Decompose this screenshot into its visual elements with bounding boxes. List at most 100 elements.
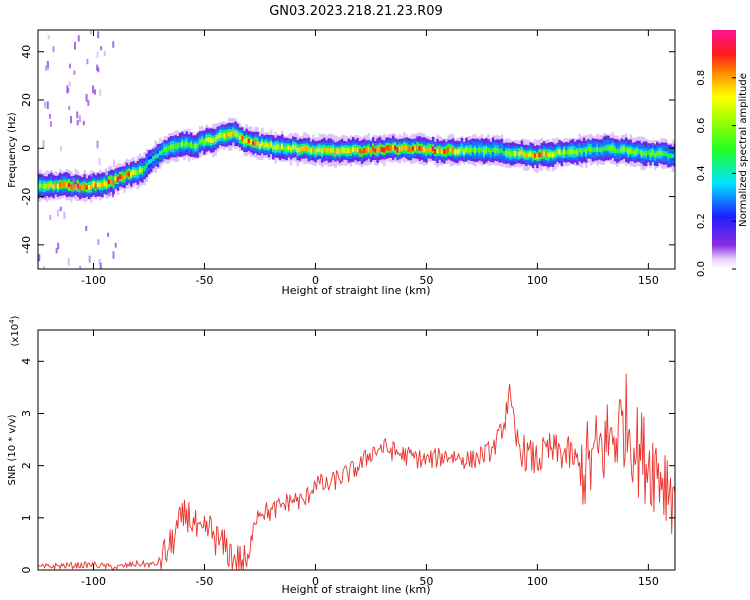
spectrogram-cell — [633, 150, 637, 155]
spectrogram-cell — [258, 143, 262, 148]
spectrogram-cell — [494, 147, 497, 154]
spectrogram-noise-cell — [96, 64, 99, 71]
colorbar-tick-label: 0.8 — [696, 70, 707, 86]
spectrogram-cell — [298, 147, 302, 152]
spectrogram-cell — [132, 169, 135, 175]
spectrogram-noise-cell — [96, 51, 99, 58]
spectrogram-cell — [465, 147, 468, 153]
snr-x-axis: -100 -50 0 50 100 150 — [81, 330, 659, 588]
spectrogram-cell — [451, 147, 455, 153]
spectrogram-cell — [87, 184, 91, 190]
snr-plot-area — [38, 373, 675, 570]
spectrogram-noise-cell — [55, 248, 58, 254]
colorbar-label: Normalized spectral amplitude — [738, 73, 749, 227]
spectrogram-cell — [274, 145, 277, 150]
spectrogram-noise-cell — [52, 46, 55, 53]
spectrogram-noise-cell — [47, 35, 50, 40]
spectrogram-cell — [287, 145, 291, 151]
spectrogram-cell — [125, 171, 129, 177]
spectrogram-noise-cell — [103, 50, 106, 57]
spectrogram-cell — [667, 153, 670, 159]
spectrogram-cell — [585, 149, 588, 154]
spectrogram-cell — [47, 183, 51, 189]
snr-x-axis-label: Height of straight line (km) — [281, 583, 430, 596]
spectrogram-cell — [387, 145, 391, 151]
spectrogram-cell — [278, 145, 282, 151]
spectrogram-cell — [616, 148, 619, 154]
spectrogram-cell — [192, 143, 195, 149]
spectrogram-cell — [378, 145, 382, 152]
spectrogram-cell — [305, 145, 308, 152]
spectrogram-cell — [511, 150, 515, 157]
spectrogram-cell — [507, 150, 510, 156]
spectrogram-cell — [640, 150, 644, 156]
spectrogram-cell — [442, 148, 446, 155]
spectrogram-noise-cell — [94, 89, 97, 95]
snr-panel: -100 -50 0 50 100 150 0 1 2 3 4 Height of straigh… — [7, 315, 676, 596]
spectrogram-cell — [636, 148, 639, 154]
spectrogram-cell — [110, 178, 113, 184]
spectrogram-cell — [427, 146, 431, 151]
spectrogram-cell — [551, 152, 555, 158]
spectrogram-cell — [138, 167, 142, 173]
spectrogram-cell — [403, 144, 406, 151]
spectrogram-noise-cell — [59, 206, 62, 212]
spectrogram-cell — [656, 151, 659, 157]
spectrogram-cell — [312, 147, 315, 153]
spectrogram-cell — [203, 139, 206, 145]
spectrogram-noise-cell — [63, 211, 66, 220]
spectrogram-cell — [245, 137, 249, 143]
spectrogram-cell — [613, 147, 617, 153]
spectrogram-cell — [394, 145, 397, 151]
colorbar-tick-label: 0.0 — [696, 261, 707, 277]
spectrogram-noise-cell — [56, 209, 59, 217]
spectrogram-cell — [267, 143, 271, 149]
spectrogram-cell — [367, 146, 371, 152]
spectrogram-cell — [325, 147, 328, 153]
spectrogram-cell — [283, 146, 286, 151]
spectrogram-cell — [227, 132, 231, 137]
spectrogram-cell — [272, 144, 275, 150]
spectrogram-cell — [527, 152, 530, 158]
spectrogram-cell — [482, 149, 486, 154]
spectrogram-noise-cell — [78, 115, 81, 123]
spectrogram-cell — [673, 153, 675, 158]
spectrogram-cell — [221, 132, 224, 138]
spectrogram-noise-cell — [49, 113, 52, 119]
spectrogram-cell — [569, 148, 573, 155]
spectrogram-cell — [78, 185, 82, 191]
spectrogram-y-axis: -40 -20 0 20 40 — [20, 45, 675, 254]
spectrogram-cell — [556, 150, 559, 155]
spectrogram-cell — [456, 149, 459, 155]
spectrogram-cell — [96, 182, 100, 188]
x-tick-label: 50 — [419, 274, 433, 287]
spectrogram-cell — [174, 143, 178, 149]
spectrogram-cell — [167, 145, 171, 152]
spectrogram-noise-cell — [114, 242, 117, 248]
spectrogram-cell — [114, 176, 118, 181]
spectrogram-noise-cell — [73, 70, 76, 75]
spectrogram-cell — [385, 145, 388, 151]
spectrogram-cell — [90, 184, 93, 190]
y-tick-label: 0 — [20, 567, 33, 574]
spectrogram-cell — [533, 153, 537, 158]
spectrogram-cell — [671, 153, 675, 159]
spectrogram-cell — [45, 183, 49, 189]
spectrogram-cell — [609, 146, 613, 152]
spectrogram-noise-cell — [59, 145, 62, 152]
spectrogram-cell — [436, 148, 439, 154]
spectrogram-cell — [240, 136, 244, 142]
spectrogram-cell — [256, 141, 260, 146]
spectrogram-cell — [440, 148, 444, 154]
spectrogram-cell — [445, 148, 448, 154]
y-tick-label: 20 — [20, 93, 33, 107]
spectrogram-cell — [360, 149, 364, 155]
spectrogram-cell — [327, 148, 331, 153]
spectrogram-cell — [571, 149, 575, 154]
spectrogram-cell — [560, 151, 564, 156]
spectrogram-noise-cell — [112, 41, 115, 48]
spectrogram-cell — [576, 149, 579, 155]
spectrogram-cell — [607, 145, 610, 151]
colorbar-tick-label: 0.6 — [696, 118, 707, 134]
spectrogram-cell — [238, 135, 242, 140]
